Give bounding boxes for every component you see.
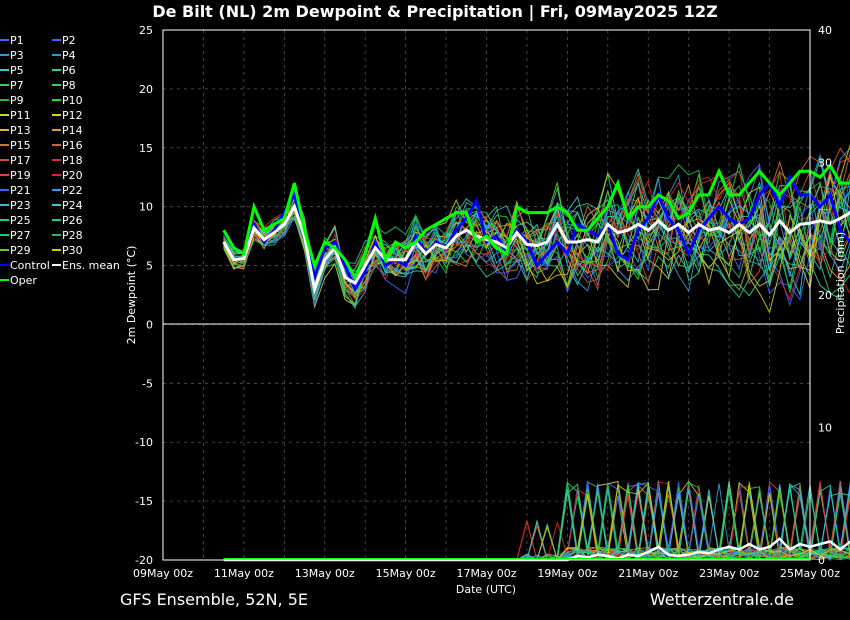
legend-label: P8 [62, 79, 76, 92]
legend-label: P17 [10, 154, 31, 167]
y2-tick-label: 0 [818, 554, 825, 567]
legend-label: P16 [62, 139, 83, 152]
legend-label: P29 [10, 244, 31, 257]
member-line-p26 [223, 186, 850, 300]
legend-label: P26 [62, 214, 83, 227]
legend-label: Ens. mean [62, 259, 120, 272]
legend: P1 P2 P3 P4 P5 P6 P7 P8 P9 P10 P11 P12 P13 P14 P15 P16 P… [0, 34, 120, 287]
legend-label: P9 [10, 94, 24, 107]
y-tick-label: 15 [139, 142, 153, 155]
grid [162, 29, 811, 561]
plot-frame [162, 29, 811, 561]
series-line-ensmean [222, 203, 850, 295]
x-tick-label: 13May 00z [295, 567, 355, 580]
legend-label: Oper [10, 274, 37, 287]
legend-label: P24 [62, 199, 83, 212]
legend-label: P30 [62, 244, 83, 257]
y2-tick-label: 20 [818, 289, 832, 302]
x-axis-label: Date (UTC) [456, 583, 516, 596]
x-tick-label: 17May 00z [456, 567, 516, 580]
legend-label: P11 [10, 109, 31, 122]
x-tick-label: 25May 00z [780, 567, 840, 580]
y-tick-label: -10 [135, 436, 153, 449]
member-line-p25 [223, 167, 850, 310]
legend-label: P22 [62, 184, 83, 197]
legend-label: P28 [62, 229, 83, 242]
y-axis-ticks: 25 20 15 10 5 0 -5 -10 -15 -20 [135, 24, 153, 567]
legend-label: P1 [10, 34, 24, 47]
main-series [222, 162, 850, 295]
legend-label: P18 [62, 154, 83, 167]
legend-label: P13 [10, 124, 31, 137]
x-tick-label: 23May 00z [699, 567, 759, 580]
y-tick-label: 5 [146, 260, 153, 273]
x-tick-label: 19May 00z [537, 567, 597, 580]
member-line-p24 [223, 157, 850, 286]
member-line-p29 [223, 182, 850, 305]
x-tick-label: 21May 00z [618, 567, 678, 580]
legend-label: P7 [10, 79, 24, 92]
y2-tick-label: 40 [818, 24, 832, 37]
y-tick-label: -15 [135, 495, 153, 508]
legend-label: P2 [62, 34, 76, 47]
legend-label: P4 [62, 49, 76, 62]
y-tick-label: 10 [139, 201, 153, 214]
series-line-control [222, 173, 850, 293]
x-tick-label: 15May 00z [376, 567, 436, 580]
y-tick-label: -5 [142, 377, 153, 390]
series-line-oper [222, 162, 850, 281]
legend-label: P12 [62, 109, 83, 122]
y-tick-label: 20 [139, 83, 153, 96]
legend-label: P27 [10, 229, 31, 242]
y2-axis-label: Precipitation (mm) [834, 232, 847, 334]
precipitation-lines [223, 480, 850, 562]
y-axis-label: 2m Dewpoint (°C) [125, 246, 138, 345]
legend-label: P6 [62, 64, 76, 77]
y2-axis-ticks: 40 30 20 10 0 [818, 24, 832, 567]
legend-label: P21 [10, 184, 31, 197]
legend-label: P19 [10, 169, 31, 182]
y2-tick-label: 10 [818, 422, 832, 435]
legend-label: Control [10, 259, 50, 272]
y-tick-label: 0 [146, 318, 153, 331]
x-axis-ticks: 09May 00z 11May 00z 13May 00z 15May 00z 17Ma… [133, 567, 840, 580]
legend-label: P5 [10, 64, 24, 77]
legend-label: P23 [10, 199, 31, 212]
legend-label: P20 [62, 169, 83, 182]
legend-label: P25 [10, 214, 31, 227]
y2-tick-label: 30 [818, 157, 832, 170]
legend-label: P10 [62, 94, 83, 107]
member-line-p17 [223, 147, 850, 305]
x-tick-label: 11May 00z [214, 567, 274, 580]
y-tick-label: 25 [139, 24, 153, 37]
legend-label: P14 [62, 124, 83, 137]
x-tick-label: 09May 00z [133, 567, 193, 580]
y-tick-label: -20 [135, 554, 153, 567]
footer-left: GFS Ensemble, 52N, 5E [120, 590, 308, 609]
chart-title: De Bilt (NL) 2m Dewpoint & Precipitation… [152, 2, 717, 22]
footer-right: Wetterzentrale.de [650, 590, 794, 609]
legend-label: P3 [10, 49, 24, 62]
member-line-p23 [223, 181, 850, 308]
legend-label: P15 [10, 139, 31, 152]
